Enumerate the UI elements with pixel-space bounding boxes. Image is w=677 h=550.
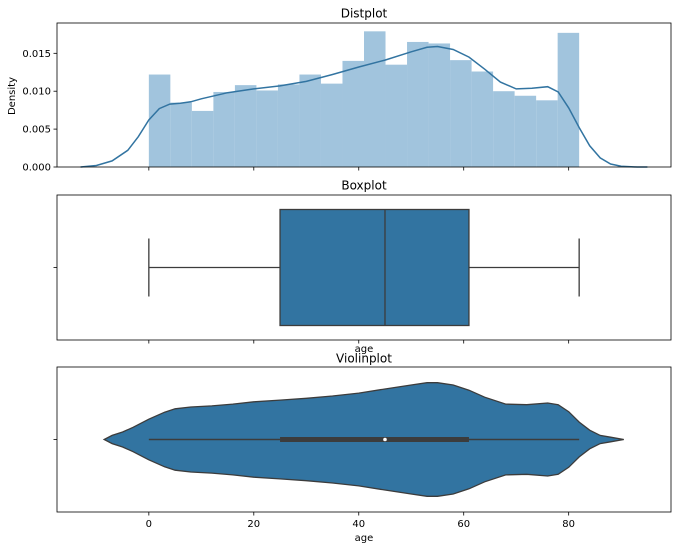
violinplot-ticks: 0 20 40 60 80 [53,439,575,530]
violinplot-frame [56,366,672,513]
violinplot-title: Violinplot [336,352,392,366]
violin-inner-box [148,437,580,442]
histogram-bar [471,71,494,167]
boxplot-title: Boxplot [341,179,387,193]
distplot-axes: 0.000 0.005 0.010 0.015 Distplot Density [7,7,672,174]
x-tick-label: 40 [352,519,365,530]
histogram-bar [320,83,343,167]
x-tick-label: 60 [457,519,470,530]
distplot-title: Distplot [341,7,388,21]
distplot-frame [56,22,672,168]
x-tick-label: 20 [247,519,260,530]
x-tick-label: 0 [146,519,152,530]
iqr-box [279,208,470,327]
histogram-bar [191,110,214,167]
histogram-bar [364,31,386,168]
histogram-bar [428,43,451,167]
histogram-bar [385,64,408,167]
histogram-bar [148,74,171,167]
y-tick-label: 0.015 [22,49,51,60]
histogram-bar [299,74,321,167]
histogram-bar [277,84,300,167]
histogram-bar [342,60,364,167]
histogram-bar [493,91,515,167]
violinplot-axes: 0 20 40 60 80 Violinplot age [53,352,672,544]
violin-median-dot [383,437,387,442]
x-tick-label: 80 [562,519,575,530]
violinplot-x-axis-label: age [355,533,374,544]
y-tick-label: 0.000 [22,163,51,174]
histogram-bar [536,100,558,167]
kde-line [80,45,648,168]
histogram-bar [213,91,235,167]
histogram-bars [148,31,580,168]
histogram-bar [170,102,192,167]
histogram-bar [514,95,537,167]
boxplot-x-axis-label: age [355,344,374,355]
boxplot-ticks [53,267,570,344]
distplot-ticks: 0.000 0.005 0.010 0.015 [22,49,570,174]
histogram-bar [234,85,257,167]
histogram-bar [256,90,278,167]
box-glyph [148,208,580,327]
distplot-y-axis-label: Density [7,77,18,115]
histogram-bar [407,41,429,167]
y-tick-label: 0.005 [22,125,51,136]
boxplot-frame [56,194,672,341]
boxplot-axes: Boxplot age [53,179,672,355]
y-tick-label: 0.010 [22,87,51,98]
histogram-bar [557,32,580,167]
histogram-bar [450,60,472,167]
